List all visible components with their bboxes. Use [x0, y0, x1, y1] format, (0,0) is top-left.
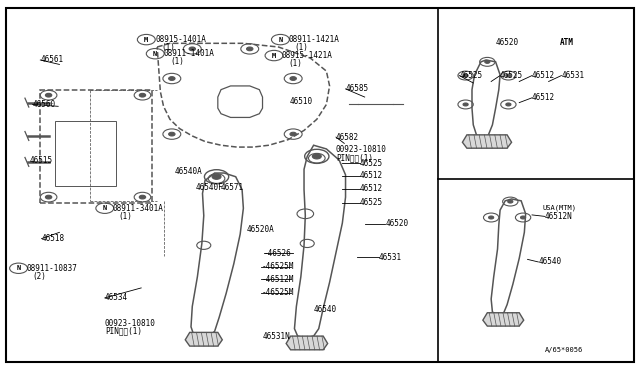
Text: 46540: 46540 [314, 305, 337, 314]
Text: 46525: 46525 [460, 71, 483, 80]
Text: 46531: 46531 [561, 71, 584, 80]
Text: N: N [102, 205, 107, 211]
Bar [40, 90, 152, 203]
Polygon shape [463, 135, 511, 148]
Circle shape [45, 195, 52, 199]
Circle shape [246, 47, 253, 51]
Text: N: N [153, 51, 157, 57]
Circle shape [506, 74, 511, 77]
Text: 46512: 46512 [532, 93, 555, 102]
Text: (1): (1) [170, 57, 184, 66]
Text: 08911-3401A: 08911-3401A [113, 204, 163, 213]
Text: -46525M: -46525M [261, 262, 294, 271]
Circle shape [169, 77, 175, 80]
Polygon shape [185, 333, 222, 346]
Circle shape [520, 216, 525, 219]
Circle shape [169, 132, 175, 136]
Text: 08911-1401A: 08911-1401A [164, 49, 214, 58]
Text: 46534: 46534 [105, 294, 128, 302]
Text: -46525M: -46525M [261, 288, 294, 297]
Text: 46531: 46531 [379, 253, 402, 262]
Circle shape [140, 93, 146, 97]
Circle shape [488, 216, 493, 219]
Circle shape [463, 74, 468, 77]
Text: 46512N: 46512N [545, 212, 573, 221]
Text: 46520: 46520 [495, 38, 519, 47]
Text: 00923-10810: 00923-10810 [105, 319, 156, 328]
Text: (1): (1) [119, 212, 132, 221]
Text: -46526: -46526 [264, 249, 292, 258]
Text: 46571: 46571 [221, 183, 244, 192]
Text: 46540: 46540 [538, 257, 561, 266]
Circle shape [140, 195, 146, 199]
Text: 46540F: 46540F [195, 183, 223, 192]
Text: (1): (1) [162, 43, 175, 52]
Text: ATM: ATM [559, 38, 573, 47]
Text: 46512: 46512 [532, 71, 555, 80]
Text: 46518: 46518 [42, 234, 65, 243]
Text: (1): (1) [294, 43, 308, 52]
Text: N: N [278, 36, 282, 43]
Text: 46525: 46525 [500, 71, 524, 80]
Circle shape [290, 132, 296, 136]
Text: 08911-1421A: 08911-1421A [288, 35, 339, 44]
Text: N: N [17, 265, 20, 271]
Text: 08915-1421A: 08915-1421A [282, 51, 333, 60]
Circle shape [463, 103, 468, 106]
Text: (2): (2) [33, 272, 47, 281]
Circle shape [189, 47, 195, 51]
Text: (1): (1) [288, 59, 302, 68]
Text: 00923-10810: 00923-10810 [336, 145, 387, 154]
Text: 46512: 46512 [360, 185, 383, 193]
Text: 46561: 46561 [40, 55, 63, 64]
Polygon shape [286, 336, 328, 350]
Circle shape [212, 174, 221, 179]
Text: -46512M: -46512M [261, 275, 294, 284]
Text: 46560: 46560 [33, 100, 56, 109]
Text: 46582: 46582 [336, 132, 359, 142]
Circle shape [484, 60, 490, 63]
Text: A/65*0056: A/65*0056 [545, 347, 583, 353]
Text: 46531N: 46531N [262, 332, 291, 341]
Text: PINピン(1): PINピン(1) [336, 153, 373, 162]
Text: M: M [272, 52, 276, 58]
Polygon shape [483, 313, 524, 326]
Text: 08911-10837: 08911-10837 [26, 264, 77, 273]
Text: 46515: 46515 [30, 155, 53, 164]
Circle shape [508, 200, 513, 203]
Text: 46585: 46585 [346, 84, 369, 93]
Circle shape [45, 93, 52, 97]
Text: 46520A: 46520A [246, 225, 275, 234]
Text: 46525: 46525 [360, 158, 383, 167]
Text: 46540A: 46540A [174, 167, 202, 176]
Bar [55, 121, 116, 186]
Text: 46525: 46525 [360, 198, 383, 207]
Text: 46510: 46510 [289, 97, 312, 106]
Circle shape [312, 154, 321, 159]
Text: USA(MTM): USA(MTM) [542, 205, 576, 212]
Circle shape [506, 103, 511, 106]
Circle shape [290, 77, 296, 80]
Text: 46512: 46512 [360, 171, 383, 180]
Text: 46520: 46520 [385, 219, 408, 228]
Text: PINピン(1): PINピン(1) [105, 327, 142, 336]
Text: M: M [144, 36, 148, 43]
Text: 08915-1401A: 08915-1401A [156, 35, 206, 44]
